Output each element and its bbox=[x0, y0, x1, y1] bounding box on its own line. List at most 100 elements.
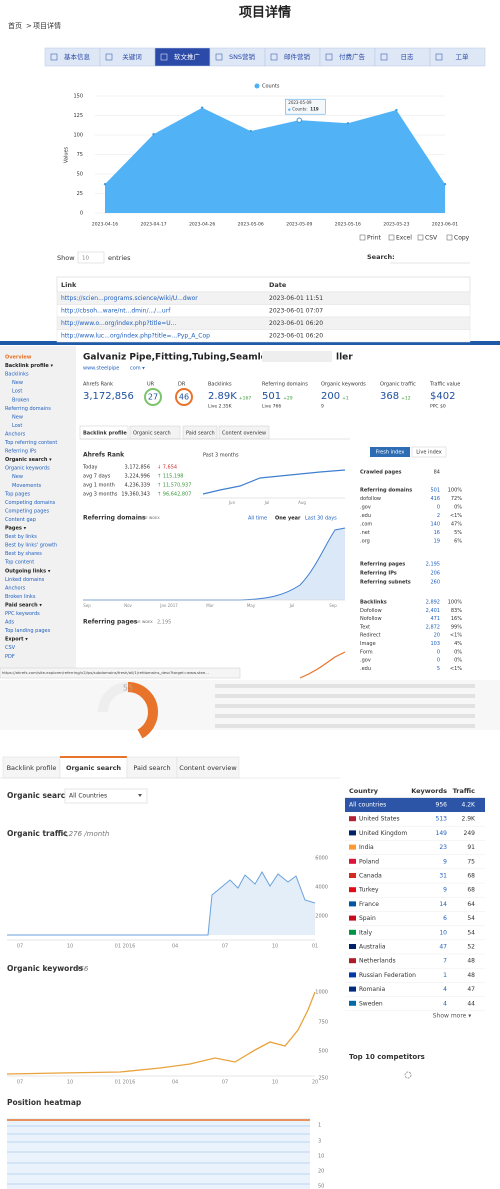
metric-value: 200 bbox=[321, 391, 340, 402]
site-title: ller bbox=[336, 353, 353, 363]
tab-label: 关键词 bbox=[122, 52, 142, 61]
range-option[interactable]: One year bbox=[275, 516, 301, 522]
site-title: Galvaniz Pipe,Fitting,Tubing,Seamless St… bbox=[83, 353, 298, 363]
show-more[interactable]: Show more ▾ bbox=[433, 1013, 472, 1020]
stat-percent: 72% bbox=[451, 496, 462, 502]
selected-row bbox=[345, 798, 485, 812]
section-title: Referring pages bbox=[83, 619, 138, 626]
keywords-line bbox=[6, 991, 316, 1075]
sidebar-item: Backlink profile ▾ bbox=[5, 363, 54, 369]
country-name[interactable]: Poland bbox=[359, 858, 379, 865]
stat-value: 16 bbox=[434, 530, 440, 536]
index-tab bbox=[370, 447, 410, 457]
country-name[interactable]: All countries bbox=[349, 802, 386, 809]
table-row bbox=[56, 329, 471, 343]
blur bbox=[262, 351, 332, 362]
country-name[interactable]: India bbox=[359, 844, 374, 851]
toolbar-button[interactable]: Copy bbox=[454, 235, 470, 242]
country-name[interactable]: Russian Federation bbox=[359, 972, 416, 979]
metric-value: 368 bbox=[380, 391, 399, 402]
heatmap-label: 50 bbox=[318, 1184, 324, 1189]
section-title: Position heatmap bbox=[7, 1098, 82, 1107]
sidebar-item: New bbox=[12, 380, 23, 386]
sidebar-item: PPC keywords bbox=[5, 611, 40, 617]
traffic-cell: 52 bbox=[467, 944, 475, 951]
stat-percent: 100% bbox=[448, 488, 463, 494]
section-title: Organic search bbox=[7, 791, 71, 800]
tab-icon bbox=[160, 53, 168, 61]
stat-percent: 99% bbox=[451, 624, 462, 630]
country-name[interactable]: Romania bbox=[359, 986, 386, 993]
x-tick-label: Jun bbox=[228, 500, 236, 505]
x-tick-label: 2023-06-01 bbox=[432, 222, 458, 228]
keywords-cell: 956 bbox=[436, 802, 448, 809]
y-tick-label: 25 bbox=[77, 191, 83, 197]
country-name[interactable]: Italy bbox=[359, 929, 372, 936]
stat-label: Referring subnets bbox=[360, 580, 411, 586]
flag bbox=[349, 972, 356, 978]
sidebar-item: Broken bbox=[12, 397, 29, 403]
toolbar-button[interactable]: Excel bbox=[396, 235, 412, 242]
sidebar-item: New bbox=[12, 474, 23, 480]
country-name[interactable]: United Kingdom bbox=[359, 830, 407, 837]
keywords-cell: 6 bbox=[443, 915, 447, 922]
country-name[interactable]: Spain bbox=[359, 915, 376, 922]
tab-label: 付费广告 bbox=[339, 52, 366, 61]
stat-label: Referring pages bbox=[360, 562, 405, 568]
flag bbox=[349, 830, 356, 836]
lower-rows bbox=[215, 684, 475, 728]
tab[interactable] bbox=[429, 47, 486, 67]
tab-label: 日志 bbox=[401, 52, 415, 61]
range-option[interactable]: Last 30 days bbox=[305, 516, 337, 522]
x-tick-label: 2023-05-06 bbox=[238, 222, 264, 228]
keywords-cell: 23 bbox=[439, 844, 447, 851]
sidebar-item: Broken links bbox=[5, 594, 36, 600]
data-point bbox=[103, 182, 107, 186]
stat-label: .edu bbox=[360, 666, 371, 672]
legend-label: Counts bbox=[262, 84, 280, 90]
link-cell[interactable]: http://cbsoh...ware/nt...dmin/.../...urf bbox=[61, 308, 171, 315]
traffic-cell: 44 bbox=[467, 1000, 475, 1007]
y-tick-label: 750 bbox=[318, 1020, 328, 1026]
toolbar-button[interactable]: Print bbox=[367, 235, 381, 242]
country-name[interactable]: France bbox=[359, 901, 379, 908]
tooltip-value: 119 bbox=[310, 107, 319, 112]
x-tick-label: Jul bbox=[264, 500, 270, 505]
legend-swatch bbox=[254, 83, 260, 89]
keywords-cell: 1 bbox=[443, 972, 447, 979]
keywords-cell: 7 bbox=[443, 958, 447, 965]
rank-value: 3,224,996 bbox=[125, 474, 150, 480]
country-select[interactable] bbox=[64, 788, 148, 804]
tooltip-point bbox=[296, 117, 302, 123]
country-name[interactable]: Canada bbox=[359, 873, 382, 880]
stat-label: .com bbox=[360, 522, 372, 528]
country-name[interactable]: United States bbox=[359, 816, 400, 823]
x-tick-label: 07 bbox=[17, 1080, 23, 1086]
link-cell[interactable]: http://www.luc...org/index.php?title=...… bbox=[61, 333, 210, 340]
toolbar-button[interactable]: CSV bbox=[425, 235, 438, 242]
country-name[interactable]: Turkey bbox=[358, 887, 379, 894]
stat-value: 416 bbox=[430, 496, 440, 502]
sidebar-item: CSV bbox=[5, 645, 16, 651]
traffic-cell: 64 bbox=[467, 901, 475, 908]
tab-icon bbox=[105, 53, 113, 61]
metric-value: 46 bbox=[179, 393, 189, 402]
stat-label: dofollow bbox=[360, 496, 381, 502]
metric-sub: Live 2.35K bbox=[208, 404, 233, 410]
range-option[interactable]: All time bbox=[248, 516, 267, 522]
sidebar-item: New bbox=[12, 414, 23, 420]
link-cell[interactable]: https://scien...programs.science/wiki/U.… bbox=[61, 295, 198, 302]
sidebar-item: Pages ▾ bbox=[5, 526, 27, 532]
x-tick-label: 10 bbox=[67, 944, 73, 950]
country-name[interactable]: Australia bbox=[359, 944, 386, 951]
flag bbox=[349, 944, 356, 949]
link-cell[interactable]: http://www.o...org/index.php?title=U... bbox=[61, 320, 176, 327]
metric-sub: Live 766 bbox=[262, 404, 281, 410]
traffic-cell: 91 bbox=[467, 844, 475, 851]
traffic-area bbox=[7, 872, 315, 935]
stat-label: Backlinks bbox=[360, 600, 387, 606]
country-name[interactable]: Netherlands bbox=[359, 958, 396, 965]
country-name[interactable]: Sweden bbox=[359, 1000, 383, 1007]
y-tick-label: 6000 bbox=[315, 856, 328, 862]
